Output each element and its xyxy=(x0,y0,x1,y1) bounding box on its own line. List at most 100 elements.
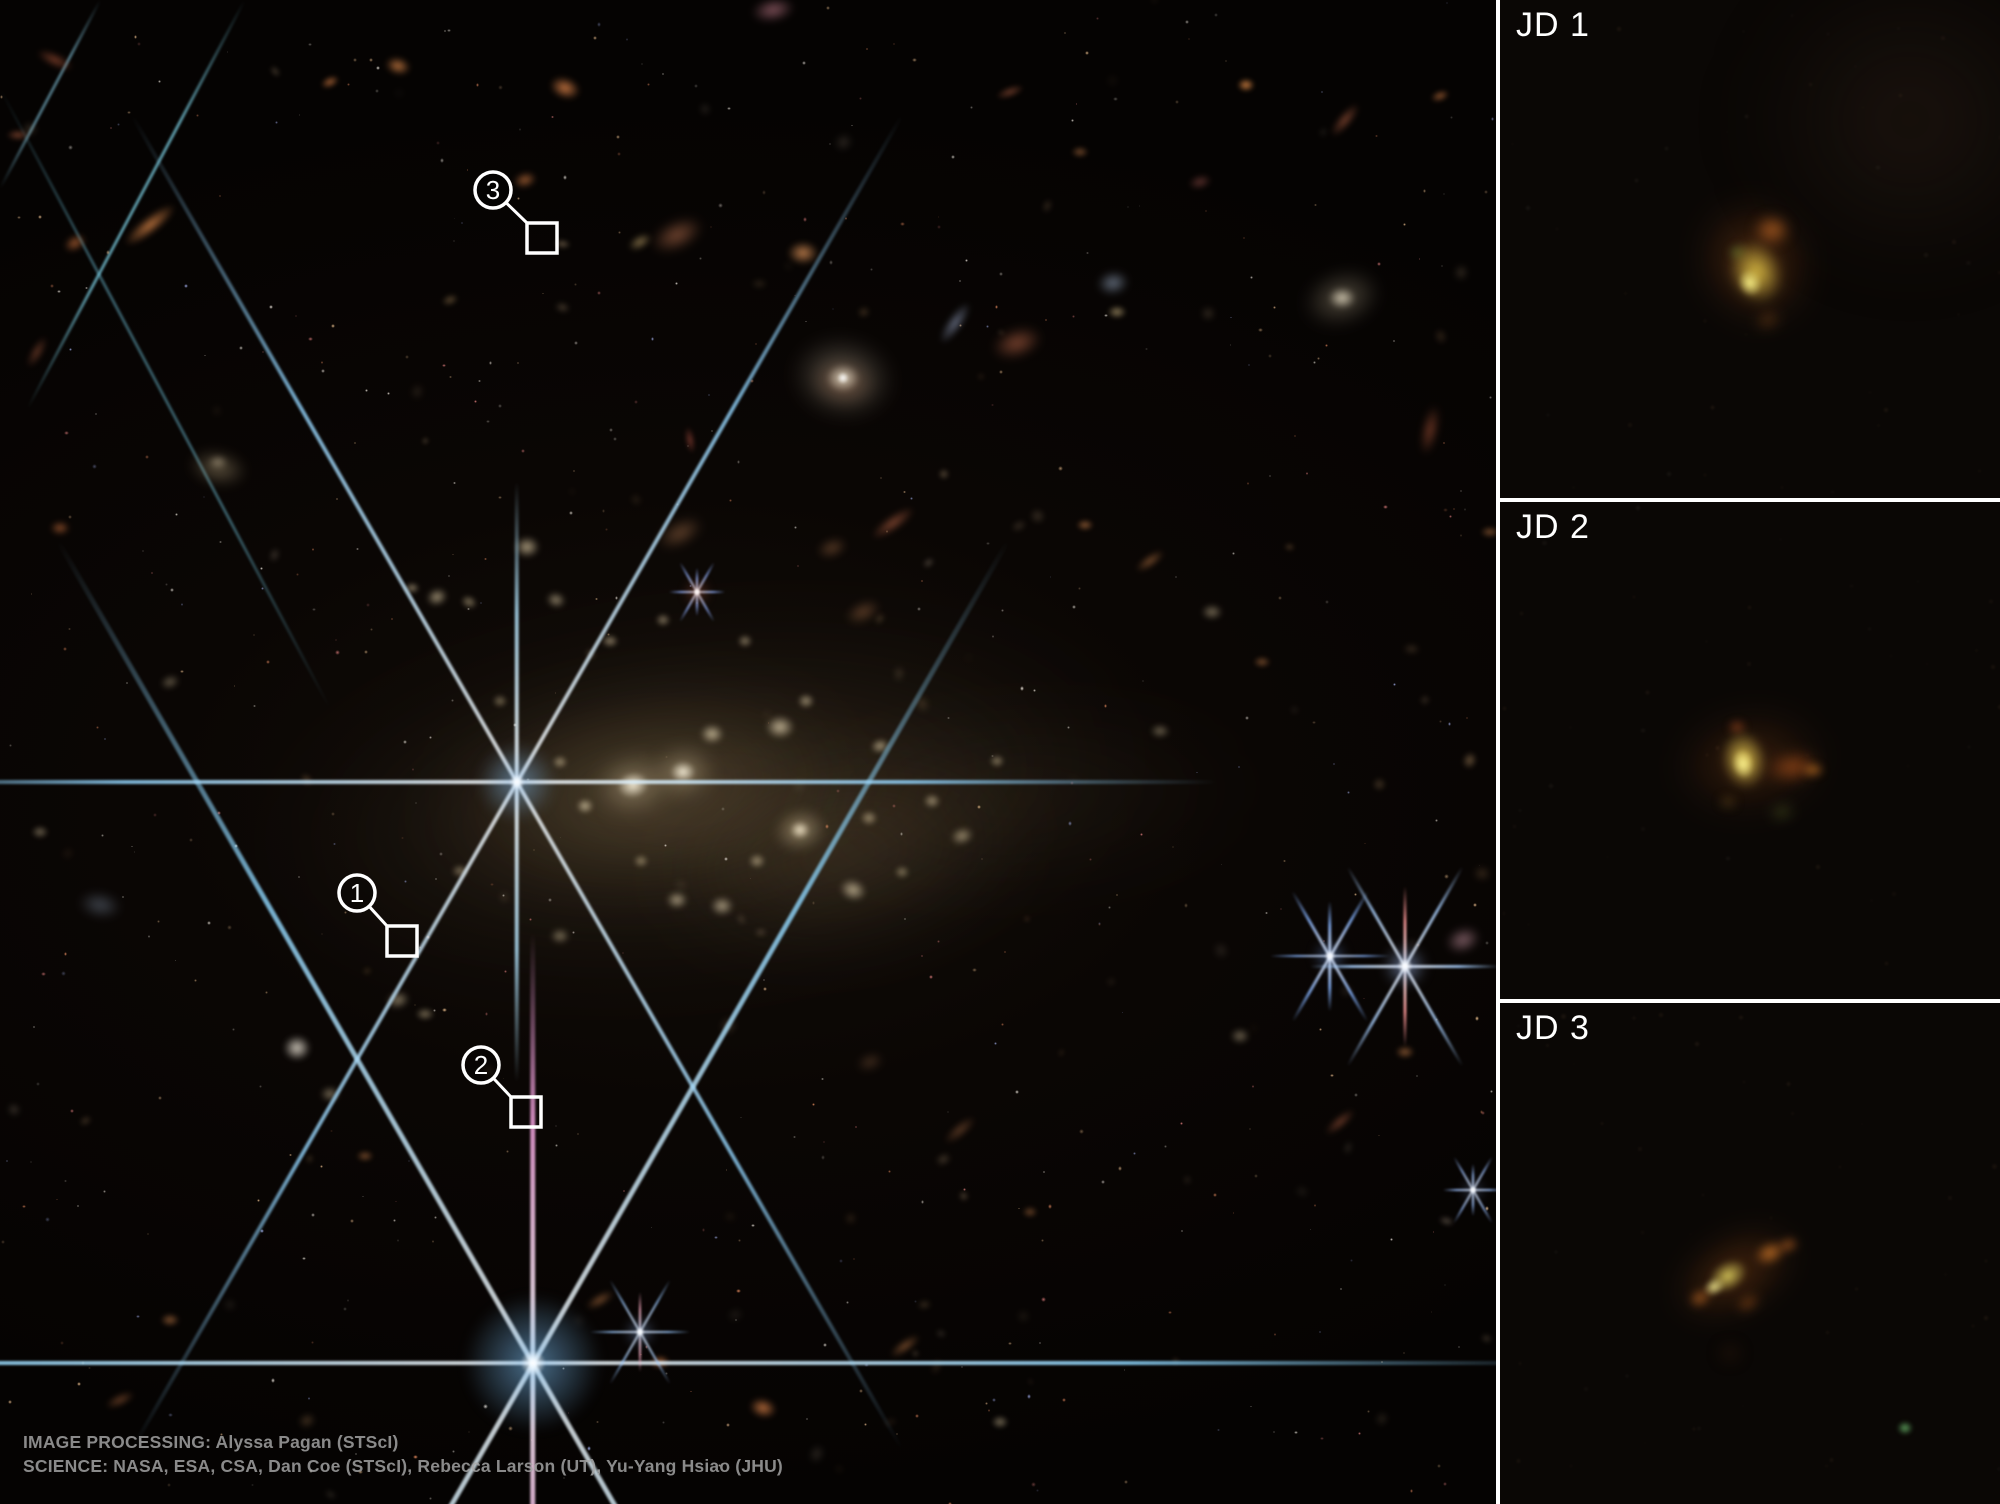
field-star xyxy=(920,580,923,582)
field-star xyxy=(547,897,553,903)
galaxy-blob xyxy=(797,693,815,709)
panel-noise-dot xyxy=(1830,489,1835,495)
panel-noise-dot xyxy=(1553,1250,1558,1255)
star-core xyxy=(1397,958,1413,974)
galaxy-blob xyxy=(318,72,342,92)
field-star xyxy=(1316,356,1321,361)
lens-streak xyxy=(0,87,332,709)
diffraction-spike xyxy=(1346,865,1464,1067)
galaxy-blob xyxy=(511,169,539,191)
field-star xyxy=(1048,1204,1053,1209)
field-star xyxy=(1325,343,1329,347)
galaxy-blob xyxy=(583,1286,617,1314)
field-star xyxy=(689,584,692,588)
field-star xyxy=(1346,790,1351,795)
faint-galaxy xyxy=(1408,937,1417,949)
faint-galaxy xyxy=(394,89,404,97)
field-star xyxy=(1113,96,1118,101)
panel-noise-dot xyxy=(1950,238,1957,245)
galaxy-blob xyxy=(841,594,885,630)
field-star xyxy=(395,1201,397,1203)
field-star xyxy=(714,1235,718,1240)
panel-noise-dot xyxy=(1883,961,1890,967)
panel-noise-dot xyxy=(1854,65,1858,69)
diffraction-spike xyxy=(1346,865,1464,1067)
galaxy-blob xyxy=(451,864,469,878)
field-star xyxy=(920,954,924,958)
field-star xyxy=(1237,765,1241,769)
field-star xyxy=(1071,118,1074,122)
field-star xyxy=(811,901,816,905)
faint-galaxy xyxy=(573,1314,585,1327)
field-star xyxy=(396,1238,400,1242)
field-star xyxy=(1071,314,1076,319)
panel-noise-dot xyxy=(1693,1041,1700,1048)
faint-galaxy xyxy=(760,708,773,722)
field-star xyxy=(693,84,698,89)
field-star xyxy=(823,1343,828,1347)
panel-noise-dot xyxy=(1939,35,1947,42)
field-star xyxy=(1374,134,1378,138)
field-star xyxy=(725,1422,731,1428)
field-star xyxy=(604,528,608,531)
field-star xyxy=(990,754,994,758)
field-star xyxy=(525,777,530,782)
field-star xyxy=(302,1257,306,1261)
field-star xyxy=(793,1135,796,1139)
field-star xyxy=(1442,192,1445,195)
field-star xyxy=(661,73,665,76)
field-star xyxy=(1403,222,1406,226)
field-star xyxy=(68,145,73,150)
field-star xyxy=(1322,939,1326,943)
field-star xyxy=(158,80,161,84)
galaxy-blob xyxy=(633,854,649,868)
star-glow xyxy=(626,1318,654,1346)
field-star xyxy=(335,650,340,655)
field-star xyxy=(749,378,754,383)
field-star xyxy=(1478,864,1481,867)
field-star xyxy=(645,1345,649,1349)
panel-noise-dot xyxy=(1897,92,1904,99)
field-star xyxy=(1353,893,1357,897)
galaxy-blob xyxy=(868,735,892,757)
galaxy-blob xyxy=(356,1150,374,1162)
galaxy-blob xyxy=(625,229,655,255)
field-star xyxy=(1217,1429,1220,1432)
panel-noise-dot xyxy=(1725,131,1728,134)
field-star xyxy=(226,50,229,53)
field-star xyxy=(444,30,447,33)
panel-noise-dot xyxy=(1838,1165,1843,1170)
field-star xyxy=(100,833,104,837)
cutout-blob xyxy=(1773,1232,1803,1258)
faint-galaxy xyxy=(734,911,748,927)
galaxy-blob xyxy=(158,672,182,692)
galaxy-blob xyxy=(813,533,851,563)
panel-noise-dot xyxy=(1916,580,1920,583)
panel-noise-dot xyxy=(1866,626,1872,632)
diffraction-spike xyxy=(1291,890,1369,1022)
faint-galaxy xyxy=(1008,516,1030,535)
field-star xyxy=(1008,1341,1012,1346)
panel-noise-dot xyxy=(1907,764,1910,768)
diffraction-spike xyxy=(130,114,904,1450)
panel-noise-dot xyxy=(1877,423,1880,427)
field-star xyxy=(203,354,206,357)
field-star xyxy=(554,691,557,694)
field-star xyxy=(64,430,69,436)
field-star xyxy=(1078,587,1082,591)
panel-noise-dot xyxy=(1868,391,1872,395)
field-star xyxy=(408,1159,411,1162)
galaxy-blob xyxy=(1076,519,1094,531)
field-star xyxy=(1277,595,1283,601)
field-star xyxy=(1096,17,1100,21)
field-star xyxy=(105,250,110,255)
star-core xyxy=(1469,1186,1477,1194)
field-star xyxy=(737,1238,741,1242)
galaxy-blob xyxy=(746,1394,780,1422)
diffraction-spike xyxy=(609,1279,671,1385)
panel-noise-dot xyxy=(1696,1425,1702,1432)
faint-galaxy xyxy=(910,1348,921,1358)
cluster-glow xyxy=(641,728,1049,982)
field-star xyxy=(1041,1297,1046,1302)
panel-noise-dot xyxy=(1891,891,1898,897)
